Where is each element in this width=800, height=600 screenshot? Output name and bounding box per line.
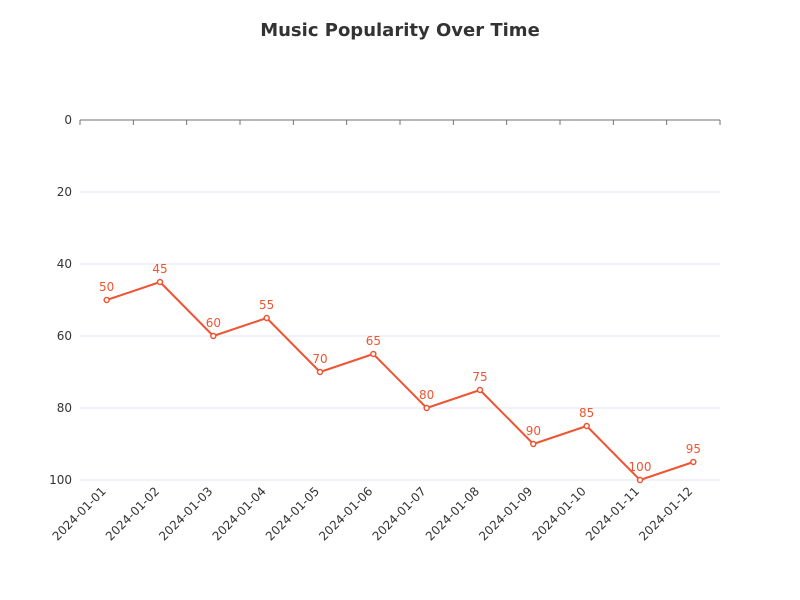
data-point[interactable] xyxy=(156,278,164,286)
data-label: 100 xyxy=(629,460,652,474)
x-tick-label: 2024-01-01 xyxy=(50,484,109,543)
data-point[interactable] xyxy=(370,350,377,358)
data-label: 70 xyxy=(312,352,327,366)
chart-title: Music Popularity Over Time xyxy=(260,20,540,41)
x-tick-label: 2024-01-02 xyxy=(103,484,162,543)
data-label: 90 xyxy=(526,424,541,438)
data-label: 60 xyxy=(206,316,221,330)
data-label: 95 xyxy=(686,442,701,456)
data-point[interactable] xyxy=(210,332,217,340)
data-point[interactable] xyxy=(636,476,644,484)
y-tick-label: 60 xyxy=(57,329,72,343)
data-point[interactable] xyxy=(103,296,110,304)
y-tick-label: 40 xyxy=(57,257,72,271)
data-point[interactable] xyxy=(316,368,324,376)
data-label: 80 xyxy=(419,388,434,402)
y-tick-label: 80 xyxy=(57,401,72,415)
x-tick-label: 2024-01-10 xyxy=(530,484,589,543)
data-label: 65 xyxy=(366,334,381,348)
y-tick-label: 100 xyxy=(49,473,72,487)
series-layer xyxy=(103,278,697,484)
data-label: 85 xyxy=(579,406,594,420)
series-line xyxy=(106,281,694,481)
data-label: 75 xyxy=(472,370,487,384)
data-label: 45 xyxy=(152,262,167,276)
x-tick-label: 2024-01-09 xyxy=(476,484,535,543)
data-point[interactable] xyxy=(263,314,270,322)
data-label: 50 xyxy=(99,280,114,294)
x-tick-label: 2024-01-06 xyxy=(316,484,375,543)
x-tick-label: 2024-01-08 xyxy=(423,484,482,543)
x-tick-label: 2024-01-07 xyxy=(370,484,429,543)
x-tick-label: 2024-01-03 xyxy=(156,484,215,543)
y-tick-label: 20 xyxy=(57,185,72,199)
data-point[interactable] xyxy=(423,404,430,412)
x-tick-label: 2024-01-04 xyxy=(210,484,269,543)
data-point[interactable] xyxy=(530,440,537,448)
grid-lines xyxy=(80,191,720,481)
data-point[interactable] xyxy=(690,458,697,466)
data-point[interactable] xyxy=(476,386,484,394)
data-label: 55 xyxy=(259,298,274,312)
x-tick-label: 2024-01-05 xyxy=(263,484,322,543)
x-tick-label: 2024-01-11 xyxy=(583,484,642,543)
data-point[interactable] xyxy=(583,422,590,430)
y-tick-label: 0 xyxy=(64,113,72,127)
data-labels: 50 45 60 55 70 65 80 75 90 85 100 95 xyxy=(99,262,701,474)
axes: 0204060801002024-01-012024-01-022024-01-… xyxy=(49,113,721,543)
x-tick-label: 2024-01-12 xyxy=(636,484,695,543)
